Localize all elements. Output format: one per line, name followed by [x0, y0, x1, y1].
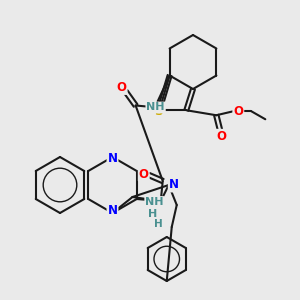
Text: N: N — [107, 152, 118, 166]
Text: H: H — [154, 219, 163, 229]
Text: O: O — [216, 130, 226, 143]
Text: O: O — [139, 167, 149, 181]
Text: NH: NH — [146, 103, 165, 112]
Text: N: N — [169, 178, 179, 191]
Text: O: O — [233, 105, 243, 118]
Text: H: H — [148, 209, 157, 219]
Text: N: N — [107, 205, 118, 218]
Text: S: S — [154, 105, 163, 118]
Text: O: O — [117, 81, 127, 94]
Text: NH: NH — [145, 197, 164, 207]
